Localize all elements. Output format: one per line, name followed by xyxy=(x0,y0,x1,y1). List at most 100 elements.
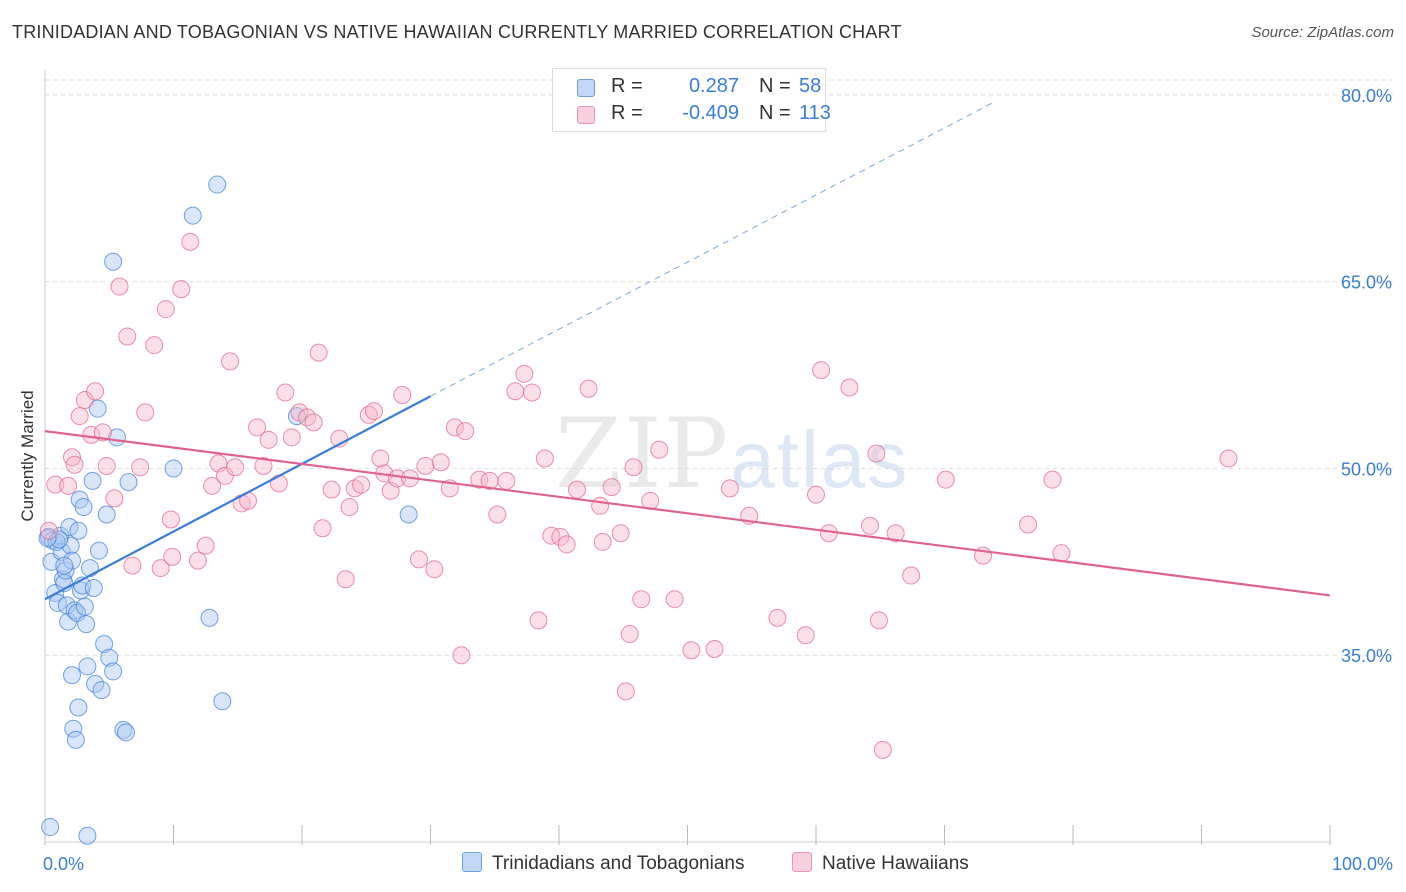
bottom-legend-swatch-pink xyxy=(792,852,812,872)
source-label: Source: ZipAtlas.com xyxy=(1251,24,1394,41)
legend-n-value: 113 xyxy=(799,102,831,124)
legend-swatch-pink xyxy=(577,106,595,124)
trinidadian-point xyxy=(78,826,97,845)
hawaiian-point xyxy=(807,485,825,504)
hawaiian-point xyxy=(523,383,542,402)
hawaiian-point xyxy=(93,423,112,442)
hawaiian-point xyxy=(869,611,888,630)
hawaiian-point xyxy=(452,646,471,665)
trinidadian-point xyxy=(78,657,97,676)
y-tick-label: 65.0% xyxy=(1341,273,1392,293)
x-tick-label: 0.0% xyxy=(43,854,84,874)
hawaiian-point xyxy=(118,327,137,346)
hawaiian-point xyxy=(70,407,89,426)
correlation-legend: R = 0.287 N = 58 R = -0.409 N = 113 xyxy=(552,68,831,132)
watermark-zip: ZIP xyxy=(555,398,731,510)
hawaiian-point xyxy=(867,444,886,463)
legend-r-value: -0.409 xyxy=(682,102,739,124)
hawaiian-point xyxy=(456,422,475,441)
hawaiian-point xyxy=(506,382,525,401)
hawaiian-point xyxy=(624,458,643,477)
trinidadian-point xyxy=(399,505,418,524)
y-axis-label: Currently Married xyxy=(18,390,37,522)
trinidadian-point xyxy=(114,720,133,739)
hawaiian-trend-line xyxy=(44,430,1331,597)
hawaiian-point xyxy=(393,385,412,404)
hawaiian-point xyxy=(812,361,831,380)
legend-swatch-blue xyxy=(577,79,595,97)
hawaiian-point xyxy=(873,740,892,759)
hawaiian-point xyxy=(269,474,288,493)
x-tick-label: 100.0% xyxy=(1332,854,1393,874)
trinidadian-point xyxy=(84,578,103,597)
hawaiian-point xyxy=(567,480,586,499)
hawaiian-point xyxy=(313,519,332,538)
hawaiian-point xyxy=(591,496,610,515)
trinidadian-point xyxy=(77,615,96,634)
hawaiian-point xyxy=(535,449,554,468)
hawaiian-point xyxy=(768,608,787,627)
hawaiian-point xyxy=(388,469,407,488)
hawaiian-point xyxy=(62,448,81,467)
trinidadian-point xyxy=(88,399,107,418)
legend-r-label: R = xyxy=(611,102,643,124)
hawaiian-point xyxy=(188,551,207,570)
hawaiian-point xyxy=(1052,544,1071,563)
hawaiian-point xyxy=(86,382,105,401)
trinidadian-point xyxy=(89,541,108,560)
trinidadian-point xyxy=(62,666,81,685)
hawaiian-point xyxy=(46,475,65,494)
hawaiian-point xyxy=(145,336,164,355)
hawaiian-point xyxy=(860,516,879,535)
trinidadian-point xyxy=(200,608,219,627)
hawaiian-point xyxy=(340,498,359,517)
trinidadian-point xyxy=(65,601,84,620)
hawaiian-point xyxy=(840,378,859,397)
hawaiian-point xyxy=(97,456,116,475)
trinidadian-point xyxy=(119,473,138,492)
hawaiian-point xyxy=(221,352,240,371)
y-tick-label: 50.0% xyxy=(1341,459,1392,479)
hawaiian-point xyxy=(551,527,570,546)
trinidadian-point xyxy=(80,559,99,578)
trinidadian-point xyxy=(213,692,232,711)
hawaiian-point xyxy=(682,641,701,660)
hawaiian-point xyxy=(336,570,355,589)
hawaiian-point xyxy=(309,343,328,362)
hawaiian-point xyxy=(371,449,390,468)
hawaiian-point xyxy=(620,625,639,644)
trinidadian-point xyxy=(64,719,83,738)
trinidadian-point xyxy=(164,459,183,478)
hawaiian-point xyxy=(1019,515,1038,534)
trinidadian-point xyxy=(61,536,80,555)
hawaiian-point xyxy=(259,430,278,449)
hawaiian-point xyxy=(665,590,684,609)
trinidadian-point xyxy=(97,505,116,524)
legend-n-value: 58 xyxy=(799,75,822,97)
hawaiian-point xyxy=(720,479,739,498)
trinidadian-point xyxy=(104,252,123,271)
hawaiian-point xyxy=(123,556,142,575)
hawaiian-point xyxy=(163,547,182,566)
legend-r-label: R = xyxy=(611,75,643,97)
hawaiian-point xyxy=(248,418,267,437)
hawaiian-point xyxy=(425,560,444,579)
trinidadian-trend-extension xyxy=(430,100,997,397)
hawaiian-point xyxy=(254,456,273,475)
hawaiian-point xyxy=(65,455,84,474)
trinidadian-point xyxy=(100,648,119,667)
trinidadian-point xyxy=(208,175,227,194)
trinidadian-trend-line xyxy=(44,395,432,601)
hawaiian-point xyxy=(322,480,341,499)
hawaiian-point xyxy=(156,300,175,319)
hawaiian-point xyxy=(886,524,905,543)
hawaiian-point xyxy=(705,640,724,658)
legend-n-label: N = xyxy=(759,102,791,124)
hawaiian-point xyxy=(616,682,635,701)
hawaiian-point xyxy=(203,476,222,495)
y-tick-label: 35.0% xyxy=(1341,646,1392,666)
hawaiian-point xyxy=(131,458,150,477)
hawaiian-point xyxy=(557,535,576,554)
hawaiian-point xyxy=(276,383,295,402)
trinidadian-point xyxy=(38,529,57,548)
